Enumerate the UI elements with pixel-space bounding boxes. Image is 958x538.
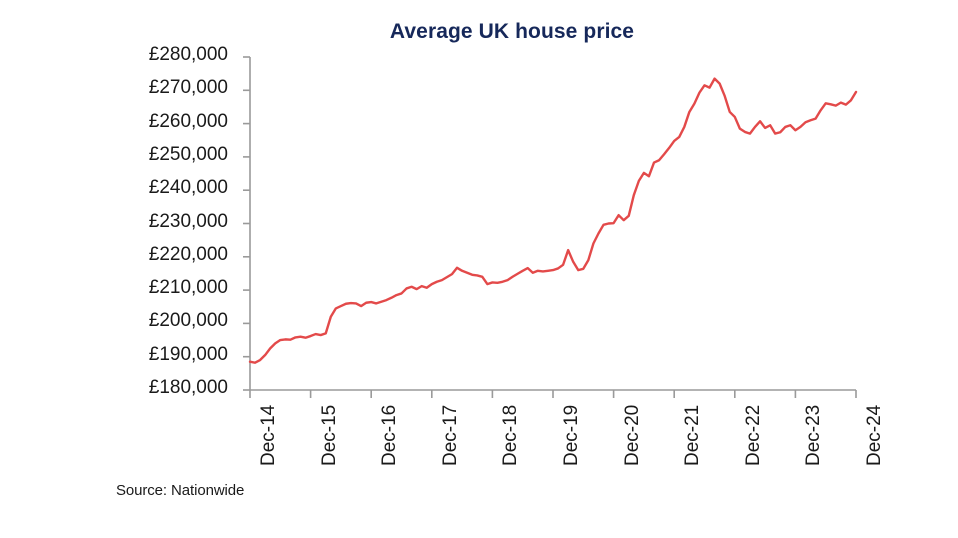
x-axis-tick-label: Dec-18 (500, 404, 522, 466)
y-axis-tick-label: £270,000 (148, 77, 228, 99)
source-note: Source: Nationwide (116, 482, 245, 499)
y-axis-tick-label: £260,000 (148, 110, 228, 132)
x-axis-tick-label: Dec-20 (621, 404, 643, 466)
y-axis-tick-label: £280,000 (148, 44, 228, 65)
data-series-line (248, 77, 858, 364)
x-axis-tick-label: Dec-16 (379, 404, 401, 466)
x-axis-tick-label: Dec-23 (803, 404, 825, 466)
x-axis-ticks (249, 390, 857, 398)
chart-title: Average UK house price (0, 20, 958, 44)
x-axis-tick-label: Dec-21 (682, 404, 704, 466)
x-axis-tick-label: Dec-22 (742, 404, 764, 466)
x-axis-tick-label: Dec-17 (439, 404, 461, 466)
y-axis-tick-label: £230,000 (148, 210, 228, 232)
y-axis-tick-label: £190,000 (148, 343, 228, 365)
y-axis-tick-labels: £280,000 £270,000 £260,000 £250,000 £240,000… (0, 0, 228, 538)
y-axis-tick-label: £180,000 (148, 377, 228, 398)
y-axis-tick-label: £240,000 (148, 177, 228, 199)
x-axis-tick-label: Dec-14 (258, 404, 279, 466)
x-axis-tick-label: Dec-15 (318, 404, 340, 466)
y-axis-tick-label: £250,000 (148, 143, 228, 165)
y-axis-tick-label: £200,000 (148, 310, 228, 332)
x-axis-tick-label: Dec-19 (561, 404, 582, 466)
y-axis-ticks (243, 56, 250, 391)
y-axis-tick-label: £220,000 (148, 243, 228, 265)
x-axis-tick-label: Dec-24 (864, 404, 885, 466)
chart-title-text: Average UK house price (389, 20, 635, 43)
y-axis-tick-label: £210,000 (148, 277, 228, 299)
